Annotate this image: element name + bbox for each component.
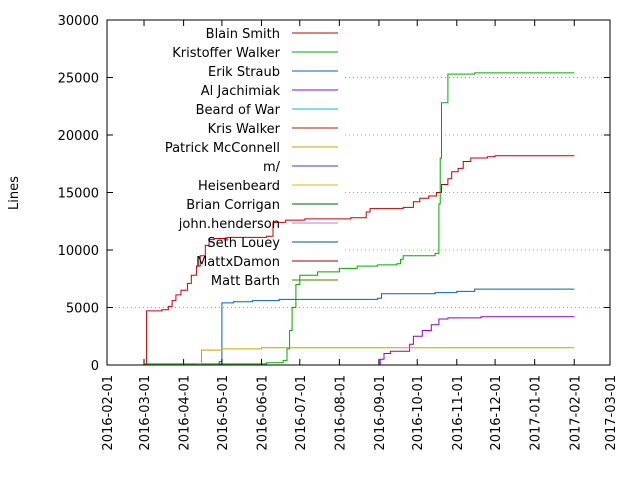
x-tick-label: 2016-12-01: [489, 375, 504, 451]
y-tick-label: 15000: [58, 187, 99, 202]
legend-label: Heisenbeard: [198, 179, 280, 194]
y-tick-label: 25000: [58, 72, 99, 87]
series-line: [378, 316, 575, 366]
x-tick-label: 2016-11-01: [451, 375, 466, 451]
y-tick-label: 20000: [58, 129, 99, 144]
legend-label: Erik Straub: [208, 65, 280, 80]
x-tick-label: 2016-04-01: [178, 375, 193, 451]
y-tick-label: 0: [91, 359, 99, 374]
legend-label: Brian Corrigan: [186, 198, 280, 213]
series-line: [144, 72, 575, 366]
legend-label: Patrick McConnell: [165, 141, 280, 156]
x-tick-label: 2016-03-01: [138, 375, 153, 451]
legend-label: john.henderson: [178, 217, 280, 232]
y-axis-label: Lines: [7, 176, 22, 210]
series-line: [144, 347, 575, 366]
x-tick-label: 2016-05-01: [216, 375, 231, 451]
plot-frame: [106, 19, 611, 366]
x-tick-label: 2016-02-01: [101, 375, 116, 451]
series-line: [145, 155, 575, 366]
legend-label: Seth Louey: [207, 236, 280, 251]
x-tick-label: 2016-08-01: [333, 375, 348, 451]
x-axis-ticks: 2016-02-01 2016-03-01 2016-04-01 2016-05-01…: [101, 20, 619, 451]
x-tick-label: 2016-10-01: [411, 375, 426, 451]
x-tick-label: 2017-03-01: [604, 375, 619, 451]
x-tick-label: 2016-07-01: [294, 375, 309, 451]
legend-label: Blain Smith: [206, 27, 280, 42]
legend: Blain Smith Kristoffer Walker Erik Straub A…: [165, 27, 338, 289]
legend-label: Matt Barth: [211, 274, 280, 289]
legend-label: MattxDamon: [196, 255, 280, 270]
gridlines: [107, 77, 610, 308]
legend-label: Kristoffer Walker: [172, 46, 280, 61]
y-tick-label: 10000: [58, 244, 99, 259]
y-tick-label: 5000: [66, 302, 99, 317]
legend-label: m/: [263, 160, 281, 175]
legend-label: Al Jachimiak: [201, 84, 281, 99]
y-tick-label: 30000: [58, 14, 99, 29]
x-tick-label: 2016-06-01: [255, 375, 270, 451]
series-line: [218, 288, 575, 366]
legend-label: Kris Walker: [208, 122, 281, 137]
x-tick-label: 2017-02-01: [568, 375, 583, 451]
legend-label: Beard of War: [196, 103, 281, 118]
x-tick-label: 2016-09-01: [373, 375, 388, 451]
y-axis-ticks: 0 5000 10000 15000 20000 25000 30000: [58, 14, 610, 374]
x-tick-label: 2017-01-01: [529, 375, 544, 451]
